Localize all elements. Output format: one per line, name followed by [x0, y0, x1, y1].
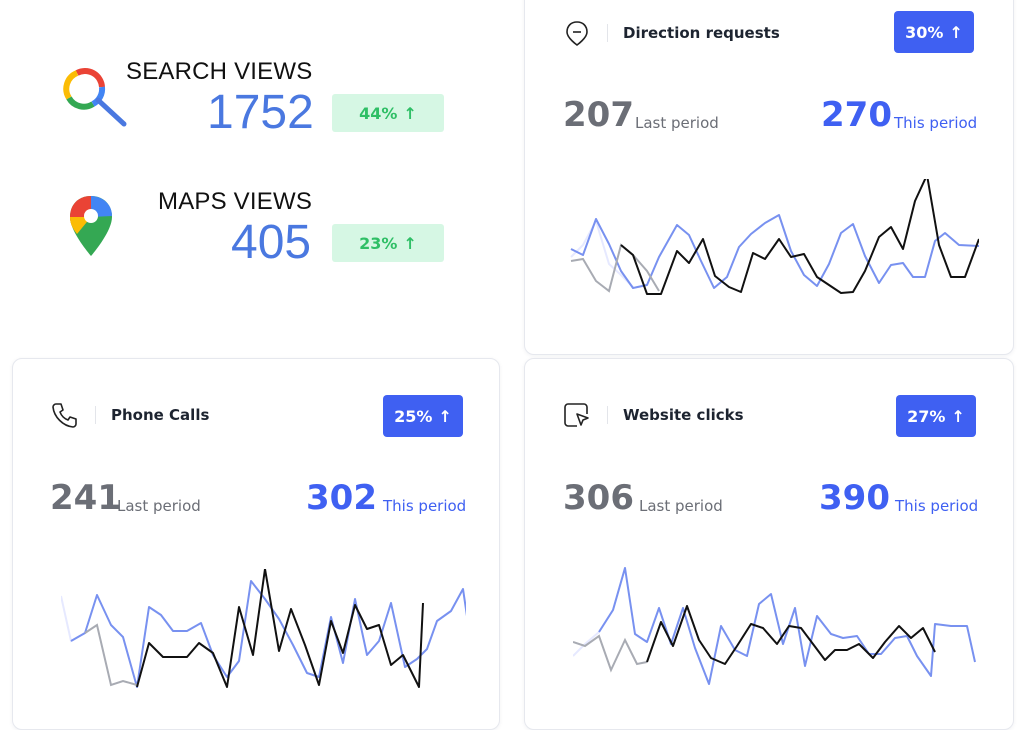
arrow-up-icon: ↑	[438, 406, 452, 426]
search-views-title: SEARCH VIEWS	[126, 58, 313, 85]
search-views-value: 1752	[207, 86, 314, 139]
this-period-value: 302	[306, 478, 377, 518]
website-clicks-card: Website clicks 27% ↑ 306 Last period 390…	[524, 358, 1014, 730]
phone-icon	[52, 403, 77, 428]
last-period-line-dark	[136, 569, 424, 688]
change-value: 27%	[907, 406, 946, 426]
sparkline-chart	[570, 179, 979, 295]
card-title: Direction requests	[623, 24, 780, 42]
divider	[607, 24, 608, 42]
direction-requests-card: Direction requests 30% ↑ 207 Last period…	[524, 0, 1014, 355]
sparkline-chart	[61, 569, 466, 688]
last-period-value: 241	[50, 478, 121, 518]
maps-views-stat: MAPS VIEWS 405 23% ↑	[0, 150, 500, 300]
last-period-value: 306	[563, 478, 634, 518]
cursor-click-icon	[564, 403, 589, 427]
last-period-line-dark	[646, 605, 936, 665]
change-value: 30%	[905, 22, 944, 42]
google-search-icon	[63, 68, 127, 127]
this-period-line	[70, 580, 466, 688]
this-period-value: 270	[821, 95, 892, 135]
phone-calls-card: Phone Calls 25% ↑ 241 Last period 302 Th…	[12, 358, 500, 730]
change-badge[interactable]: 30% ↑	[894, 11, 974, 53]
google-maps-pin-icon	[70, 196, 112, 256]
arrow-up-icon: ↑	[951, 406, 965, 426]
divider	[607, 406, 608, 424]
this-period-label: This period	[894, 114, 978, 132]
this-period-value: 390	[819, 478, 890, 518]
this-period-label: This period	[895, 497, 979, 515]
arrow-up-icon: ↑	[949, 22, 963, 42]
last-period-value: 207	[563, 95, 634, 135]
last-period-label: Last period	[117, 497, 201, 515]
divider	[95, 406, 96, 424]
last-period-line-faded	[573, 567, 626, 657]
change-badge[interactable]: 25% ↑	[383, 395, 463, 437]
this-period-label: This period	[383, 497, 467, 515]
last-period-line	[573, 634, 648, 673]
change-badge[interactable]: 27% ↑	[896, 395, 976, 437]
search-views-stat: SEARCH VIEWS 1752 44% ↑	[0, 0, 500, 150]
location-pin-icon	[566, 21, 588, 46]
this-period-line	[598, 567, 976, 685]
search-views-change-badge: 44% ↑	[332, 94, 444, 132]
sparkline-chart	[573, 567, 976, 685]
maps-views-change: 23%	[359, 233, 398, 253]
maps-views-title: MAPS VIEWS	[158, 188, 313, 215]
maps-views-value: 405	[231, 216, 312, 269]
maps-views-change-badge: 23% ↑	[332, 224, 444, 262]
last-period-label: Last period	[635, 114, 719, 132]
last-period-line	[84, 623, 138, 687]
search-views-change: 44%	[359, 103, 398, 123]
change-value: 25%	[394, 406, 433, 426]
last-period-line-dark	[620, 179, 979, 295]
last-period-line-faded	[570, 218, 634, 288]
this-period-line	[570, 214, 979, 289]
last-period-line	[570, 243, 660, 293]
card-title: Website clicks	[623, 406, 744, 424]
arrow-up-icon: ↑	[403, 103, 417, 123]
arrow-up-icon: ↑	[403, 233, 417, 253]
card-title: Phone Calls	[111, 406, 210, 424]
last-period-label: Last period	[639, 497, 723, 515]
